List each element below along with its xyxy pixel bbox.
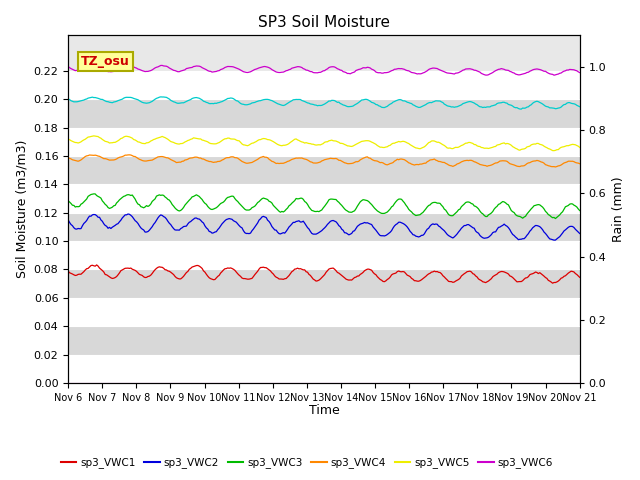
Bar [68,71,580,99]
Bar [68,184,580,213]
Legend: sp3_VWC1, sp3_VWC2, sp3_VWC3, sp3_VWC4, sp3_VWC5, sp3_VWC6: sp3_VWC1, sp3_VWC2, sp3_VWC3, sp3_VWC4, … [56,453,557,472]
Y-axis label: Soil Moisture (m3/m3): Soil Moisture (m3/m3) [15,140,28,278]
Bar [68,241,580,269]
Text: TZ_osu: TZ_osu [81,55,130,68]
Bar [68,355,580,383]
Bar [68,326,580,355]
Title: SP3 Soil Moisture: SP3 Soil Moisture [258,15,390,30]
Bar [68,269,580,298]
Bar [68,128,580,156]
Legend: sp3_VWC7, sp3_Rain: sp3_VWC7, sp3_Rain [56,475,215,480]
Y-axis label: Rain (mm): Rain (mm) [612,176,625,242]
Bar [68,213,580,241]
Bar [68,298,580,326]
X-axis label: Time: Time [308,404,339,417]
Bar [68,99,580,128]
Bar [68,156,580,184]
